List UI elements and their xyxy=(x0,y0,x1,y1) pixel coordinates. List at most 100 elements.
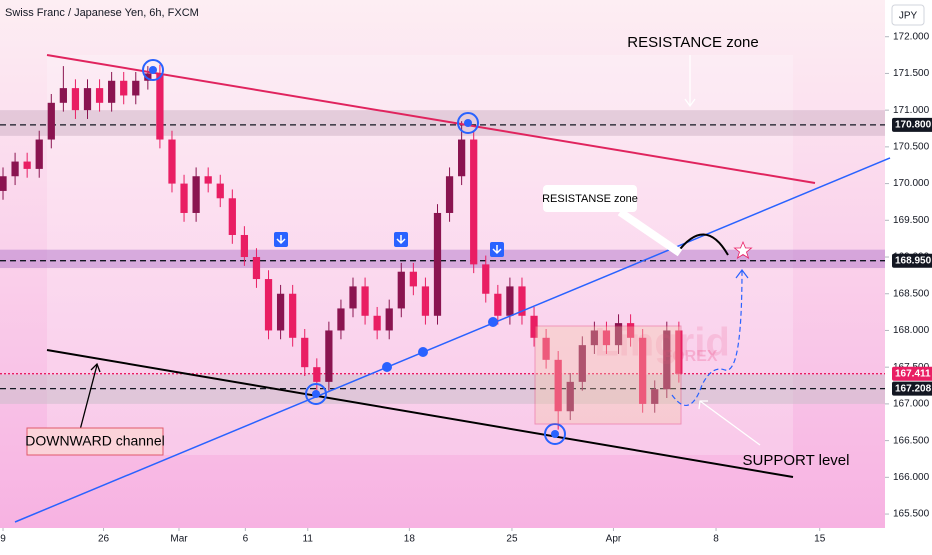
currency: JPY xyxy=(899,11,918,22)
zone xyxy=(0,249,885,269)
watermark: Lingrid xyxy=(594,321,730,365)
candle-body xyxy=(626,323,635,338)
annotation: SUPPORT level xyxy=(743,452,850,469)
candle-body xyxy=(385,308,393,331)
candle-body xyxy=(337,308,345,331)
candle-body xyxy=(180,183,188,213)
candle-body xyxy=(397,271,405,309)
candle-body xyxy=(409,271,417,287)
level-tag xyxy=(892,366,932,381)
currency-box[interactable] xyxy=(891,4,925,26)
target-star xyxy=(733,240,753,259)
annotation: RESISTANSE zone xyxy=(542,193,638,205)
candle-body xyxy=(144,73,152,81)
pointer-arrowhead xyxy=(684,98,696,108)
x-tick-label: 9 xyxy=(0,534,6,545)
x-tick-label: 25 xyxy=(506,534,518,545)
resistance-trendline xyxy=(46,54,816,184)
range-box xyxy=(534,325,682,425)
annotation: DOWNWARD channel xyxy=(25,433,165,449)
candle-body xyxy=(506,286,514,316)
level-tag xyxy=(892,117,932,132)
x-tick-label: 18 xyxy=(404,534,416,545)
x-tick-label: 11 xyxy=(303,534,314,545)
candle-body xyxy=(421,286,430,316)
candle-body xyxy=(578,345,586,382)
candle-body xyxy=(433,212,442,316)
support-trendline xyxy=(46,349,794,478)
y-tick-label: 166.000 xyxy=(893,472,930,483)
candle-body xyxy=(264,279,273,331)
candle-body xyxy=(373,315,381,331)
candle-body xyxy=(602,330,611,346)
y-tick-label: 167.000 xyxy=(893,399,930,410)
pointer-arrow xyxy=(79,364,98,431)
candle-body xyxy=(494,293,502,316)
y-tick-label: 165.500 xyxy=(893,509,930,520)
candle-body xyxy=(83,88,92,111)
y-tick-label: 166.500 xyxy=(893,435,930,446)
candle-body xyxy=(482,264,490,294)
level-label: 167.411 xyxy=(895,368,931,379)
x-tick-label: 15 xyxy=(814,534,826,545)
candle-body xyxy=(168,139,176,184)
candle-body xyxy=(470,139,478,265)
candle-body xyxy=(204,176,212,184)
candle-body xyxy=(71,88,80,111)
zone xyxy=(0,110,885,136)
y-tick-label: 172.000 xyxy=(893,31,930,42)
y-tick-label: 168.000 xyxy=(893,325,930,336)
candle-body xyxy=(651,389,659,404)
x-tick-label: 8 xyxy=(713,534,719,545)
candle-body xyxy=(566,381,574,412)
candle-body xyxy=(361,286,369,316)
y-tick-label: 168.500 xyxy=(893,288,930,299)
y-tick-label: 169.500 xyxy=(893,215,930,226)
level-tag xyxy=(892,381,932,396)
candle-body xyxy=(240,234,249,258)
candle-body xyxy=(542,337,550,360)
x-tick-label: Mar xyxy=(170,534,188,545)
signal-markers xyxy=(274,232,504,257)
candle-body xyxy=(252,257,261,280)
y-tick-label: 170.500 xyxy=(893,142,930,153)
candle-body xyxy=(325,330,333,382)
candle-body xyxy=(530,315,538,338)
level-label: 167.208 xyxy=(895,383,932,394)
candle-body xyxy=(23,161,31,169)
candle-body xyxy=(614,323,623,346)
x-tick-label: Apr xyxy=(606,534,622,545)
touch-dots xyxy=(149,66,559,438)
candle-body xyxy=(445,176,454,213)
candle-body xyxy=(639,337,647,404)
candle-body xyxy=(289,293,297,338)
candle-body xyxy=(554,359,562,412)
candle-body xyxy=(47,102,55,140)
pointer-arrowhead xyxy=(698,400,708,410)
x-tick-label: 6 xyxy=(243,534,249,545)
y-tick-label: 170.000 xyxy=(893,178,930,189)
ascending-trendline xyxy=(14,157,891,523)
candle-body xyxy=(313,367,321,382)
price-axis xyxy=(885,0,932,550)
level-label: 168.950 xyxy=(895,255,932,266)
candle-body xyxy=(590,330,599,346)
callout-tail xyxy=(617,208,683,257)
x-tick-label: 26 xyxy=(98,534,110,545)
level-label: 170.800 xyxy=(895,119,932,130)
annotation: RESISTANCE zone xyxy=(627,34,758,51)
pointer-arrowhead xyxy=(90,362,101,373)
candle-body xyxy=(35,139,43,169)
candle-body xyxy=(132,80,140,96)
projection-arc xyxy=(676,233,729,256)
level-tag xyxy=(892,253,932,268)
candle-body xyxy=(0,176,7,191)
y-tick-label: 171.000 xyxy=(893,105,930,116)
touch-circles xyxy=(142,59,566,445)
watermark: FOREX xyxy=(662,348,717,365)
candle-body xyxy=(95,88,104,103)
candle-body xyxy=(276,293,285,331)
y-tick-label: 171.500 xyxy=(893,68,930,79)
candle-body xyxy=(108,80,116,103)
